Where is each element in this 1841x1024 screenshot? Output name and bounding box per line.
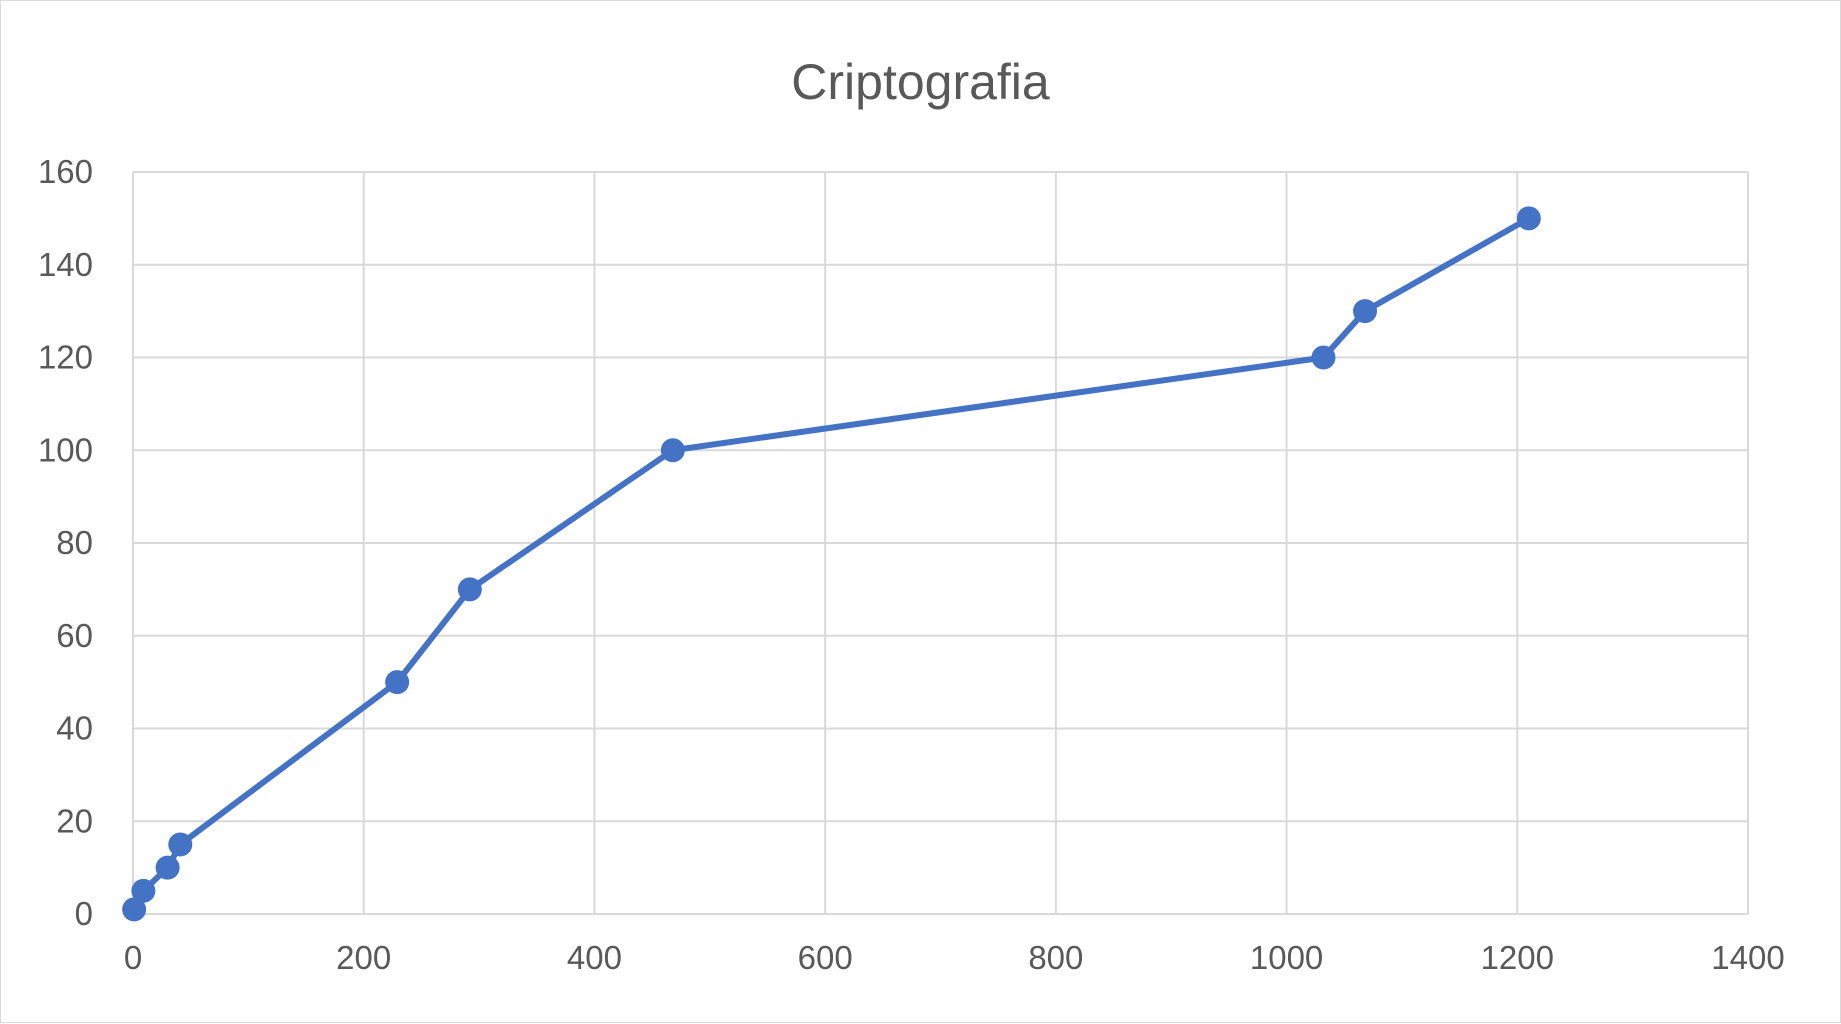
y-tick-label: 100 [38,431,93,468]
data-point [131,878,156,903]
y-tick-label: 160 [38,153,93,190]
data-point [457,577,482,602]
x-tick-label: 1400 [1711,939,1784,976]
x-tick-label: 1200 [1481,939,1554,976]
y-tick-label: 80 [56,524,93,561]
series-line [131,215,1531,911]
y-tick-label: 140 [38,246,93,283]
x-tick-label: 200 [336,939,391,976]
y-tick-label: 60 [56,617,93,654]
data-point [1516,206,1541,231]
x-tick-label: 1000 [1250,939,1323,976]
x-tick-label: 600 [798,939,853,976]
y-tick-label: 20 [56,802,93,839]
data-point [660,438,685,463]
y-tick-label: 40 [56,710,93,747]
data-point [385,670,410,695]
data-point [122,897,147,922]
data-point [1353,299,1378,324]
chart-title: Criptografia [791,54,1050,110]
data-point [1311,345,1336,370]
y-tick-label: 120 [38,339,93,376]
data-point [155,855,180,880]
y-tick-label: 0 [75,895,93,932]
x-tick-label: 0 [124,939,142,976]
x-tick-label: 400 [567,939,622,976]
data-point [168,832,193,857]
x-tick-label: 800 [1028,939,1083,976]
